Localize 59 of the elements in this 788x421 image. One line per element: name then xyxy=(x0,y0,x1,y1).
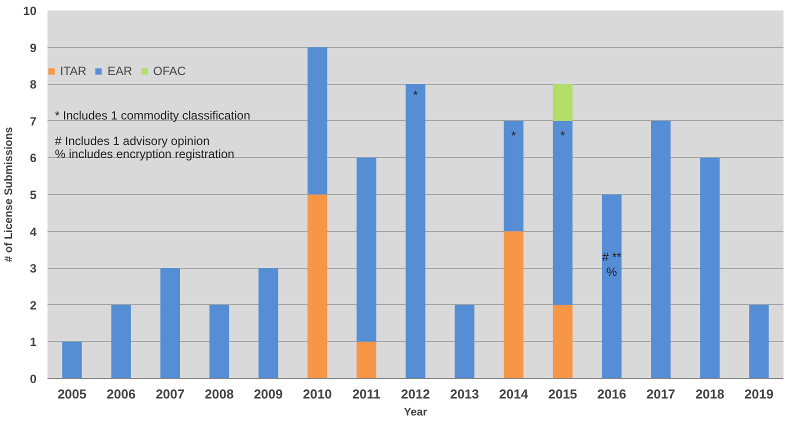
bar xyxy=(700,158,720,378)
legend-label: ITAR xyxy=(60,64,86,78)
x-tick-label: 2019 xyxy=(744,386,774,402)
bar xyxy=(308,194,328,378)
annotation: # Includes 1 advisory opinion xyxy=(54,134,210,148)
bar xyxy=(504,120,524,232)
x-tick-label: 2016 xyxy=(597,386,626,402)
bar xyxy=(308,47,328,194)
bar xyxy=(160,268,180,378)
x-tick-label: 2014 xyxy=(499,386,529,402)
x-tick-label: 2012 xyxy=(401,386,430,402)
y-tick-label: 2 xyxy=(30,298,37,312)
x-tick-label: 2010 xyxy=(302,386,332,402)
bar xyxy=(552,120,573,305)
bar xyxy=(552,84,573,121)
x-tick-label: 2005 xyxy=(58,386,86,402)
y-tick-label: 8 xyxy=(30,78,37,92)
x-tick-label: 2015 xyxy=(548,386,578,402)
annotation: * xyxy=(413,88,418,102)
bar xyxy=(356,158,376,342)
y-tick-label: 6 xyxy=(30,151,37,166)
y-tick-label: 7 xyxy=(30,114,37,128)
y-axis-title: # of License Submissions xyxy=(3,126,16,262)
legend-label: EAR xyxy=(107,64,132,78)
bar xyxy=(602,194,622,378)
bar xyxy=(258,268,278,378)
y-tick-label: 5 xyxy=(30,188,37,202)
y-tick-label: 9 xyxy=(30,40,37,55)
bar xyxy=(504,231,524,378)
bar xyxy=(209,304,230,378)
y-tick-label: 4 xyxy=(30,224,37,239)
x-tick-label: 2013 xyxy=(450,386,480,402)
annotation: % xyxy=(606,264,618,279)
annotation: # ** xyxy=(602,250,622,264)
x-tick-label: 2006 xyxy=(106,386,136,402)
bar xyxy=(62,342,82,378)
y-tick-label: 10 xyxy=(23,4,37,18)
annotation: * xyxy=(560,128,566,143)
bar xyxy=(111,304,131,378)
x-tick-label: 2011 xyxy=(352,386,381,402)
legend-label: OFAC xyxy=(153,64,186,78)
x-tick-label: 2008 xyxy=(204,386,234,402)
y-tick-label: 1 xyxy=(30,335,37,350)
y-tick-label: 0 xyxy=(30,372,37,386)
x-tick-label: 2018 xyxy=(695,386,724,402)
x-tick-label: 2007 xyxy=(156,386,185,402)
x-axis-title: Year xyxy=(404,406,428,418)
y-tick-label: 3 xyxy=(30,262,37,276)
annotation: % includes encryption registration xyxy=(54,147,234,162)
annotation: * Includes 1 commodity classification xyxy=(54,108,250,122)
bar xyxy=(406,84,426,378)
bar xyxy=(651,120,671,378)
bar xyxy=(552,304,573,378)
bar xyxy=(454,304,474,378)
bar xyxy=(749,304,769,378)
bar xyxy=(356,342,376,378)
annotation: * xyxy=(511,128,516,143)
x-tick-label: 2009 xyxy=(254,386,283,402)
x-tick-label: 2017 xyxy=(646,386,676,402)
